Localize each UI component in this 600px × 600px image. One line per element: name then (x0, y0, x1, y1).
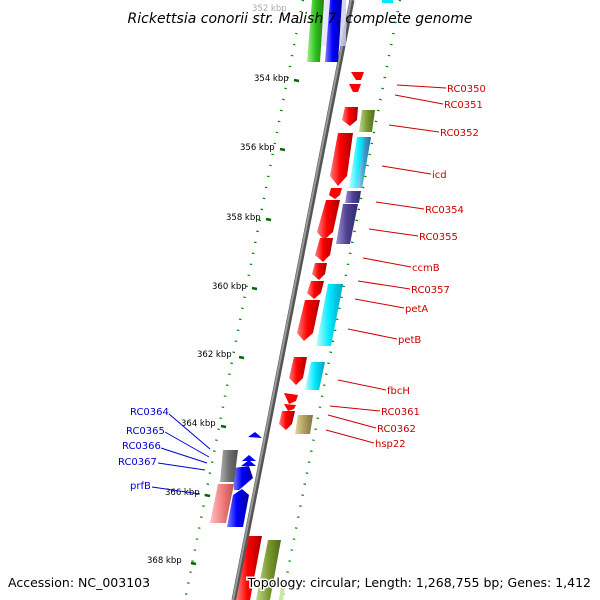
gene-label[interactable]: petB (398, 335, 421, 346)
gene-feature-gray (220, 450, 238, 482)
axis-label: 366 kbp (165, 488, 200, 498)
gene-feature-red-bottom (236, 536, 262, 600)
gene-RC0365 (242, 455, 256, 461)
gene-label[interactable]: RC0352 (440, 128, 479, 139)
gene-label[interactable]: RC0354 (425, 205, 464, 216)
map-title: Rickettsia conorii str. Malish 7, comple… (128, 11, 473, 27)
gene-RC0367 (233, 466, 253, 490)
gene-ccmB (315, 238, 333, 262)
gene-label[interactable]: hsp22 (375, 439, 406, 450)
gene-label[interactable]: prfB (130, 481, 151, 492)
gene-prfB (227, 489, 249, 527)
gene-label[interactable]: fbcH (387, 386, 410, 397)
gene-label[interactable]: RC0351 (444, 100, 483, 111)
genome-backbone (231, 0, 355, 600)
axis-ticks (190, 78, 300, 566)
gene-feature-olive-bottom (256, 540, 281, 600)
label-leader-lines-left (151, 413, 211, 495)
gene-label[interactable]: RC0361 (381, 407, 420, 418)
gene-feature-khaki (295, 415, 313, 434)
gene-fbcH (289, 357, 307, 385)
gene-label[interactable]: RC0362 (377, 424, 416, 435)
gene-RC0351 (349, 84, 361, 92)
gene-feature-olive (359, 110, 375, 132)
gene-label[interactable]: ccmB (412, 263, 440, 274)
gene-label[interactable]: RC0366 (122, 441, 161, 452)
gene-petB (297, 300, 320, 341)
genome-stats-text: Topology: circular; Length: 1,268,755 bp… (247, 575, 591, 590)
gc-dotted-track-right (280, 0, 402, 600)
axis-label: 364 kbp (181, 419, 216, 429)
gene-feature-pink (210, 484, 234, 523)
gene-petA (307, 281, 324, 299)
gene-label[interactable]: petA (405, 304, 428, 315)
gene-RC0350 (351, 72, 364, 80)
gene-label[interactable]: icd (432, 170, 447, 181)
gene-RC0361 (284, 393, 298, 404)
label-leader-lines-right (325, 84, 447, 444)
axis-label: 356 kbp (240, 143, 275, 153)
gene-RC0354 (329, 188, 342, 199)
axis-label: 358 kbp (226, 213, 261, 223)
gene-label[interactable]: RC0350 (447, 84, 486, 95)
gc-dotted-track-left (183, 0, 305, 600)
gene-RC0362 (284, 404, 296, 411)
gene-feature-cyan (382, 0, 393, 3)
gene-feature-purple (336, 204, 358, 244)
gene-label[interactable]: RC0357 (411, 285, 450, 296)
gene-feature-cyan-petB (316, 284, 343, 346)
gene-feature-blue (325, 0, 342, 62)
accession-text: Accession: NC_003103 (8, 575, 150, 590)
gene-label[interactable]: RC0367 (118, 457, 157, 468)
gene-RC0364 (248, 432, 262, 438)
gene-feature-green (307, 0, 324, 62)
gene-RC0357 (312, 263, 327, 280)
gene-hsp22 (279, 411, 295, 430)
gene-RC0355 (317, 200, 340, 240)
gene-label[interactable]: RC0365 (126, 426, 165, 437)
axis-label: 352 kbp (252, 4, 287, 14)
gene-feature-purple-small (345, 191, 361, 203)
axis-label: 362 kbp (197, 350, 232, 360)
gene-label[interactable]: RC0364 (130, 407, 169, 418)
gene-feature-lightgreen-bottom (279, 580, 286, 600)
gene-feature-cyan-fbcH (305, 362, 325, 390)
axis-label: 360 kbp (212, 282, 247, 292)
axis-label: 354 kbp (254, 74, 289, 84)
axis-label: 368 kbp (147, 556, 182, 566)
gene-feature-cyan-dark (357, 137, 371, 188)
gene-RC0366 (241, 460, 256, 466)
gene-label[interactable]: RC0355 (419, 232, 458, 243)
gene-icd (330, 133, 353, 186)
gene-RC0352 (342, 107, 358, 126)
